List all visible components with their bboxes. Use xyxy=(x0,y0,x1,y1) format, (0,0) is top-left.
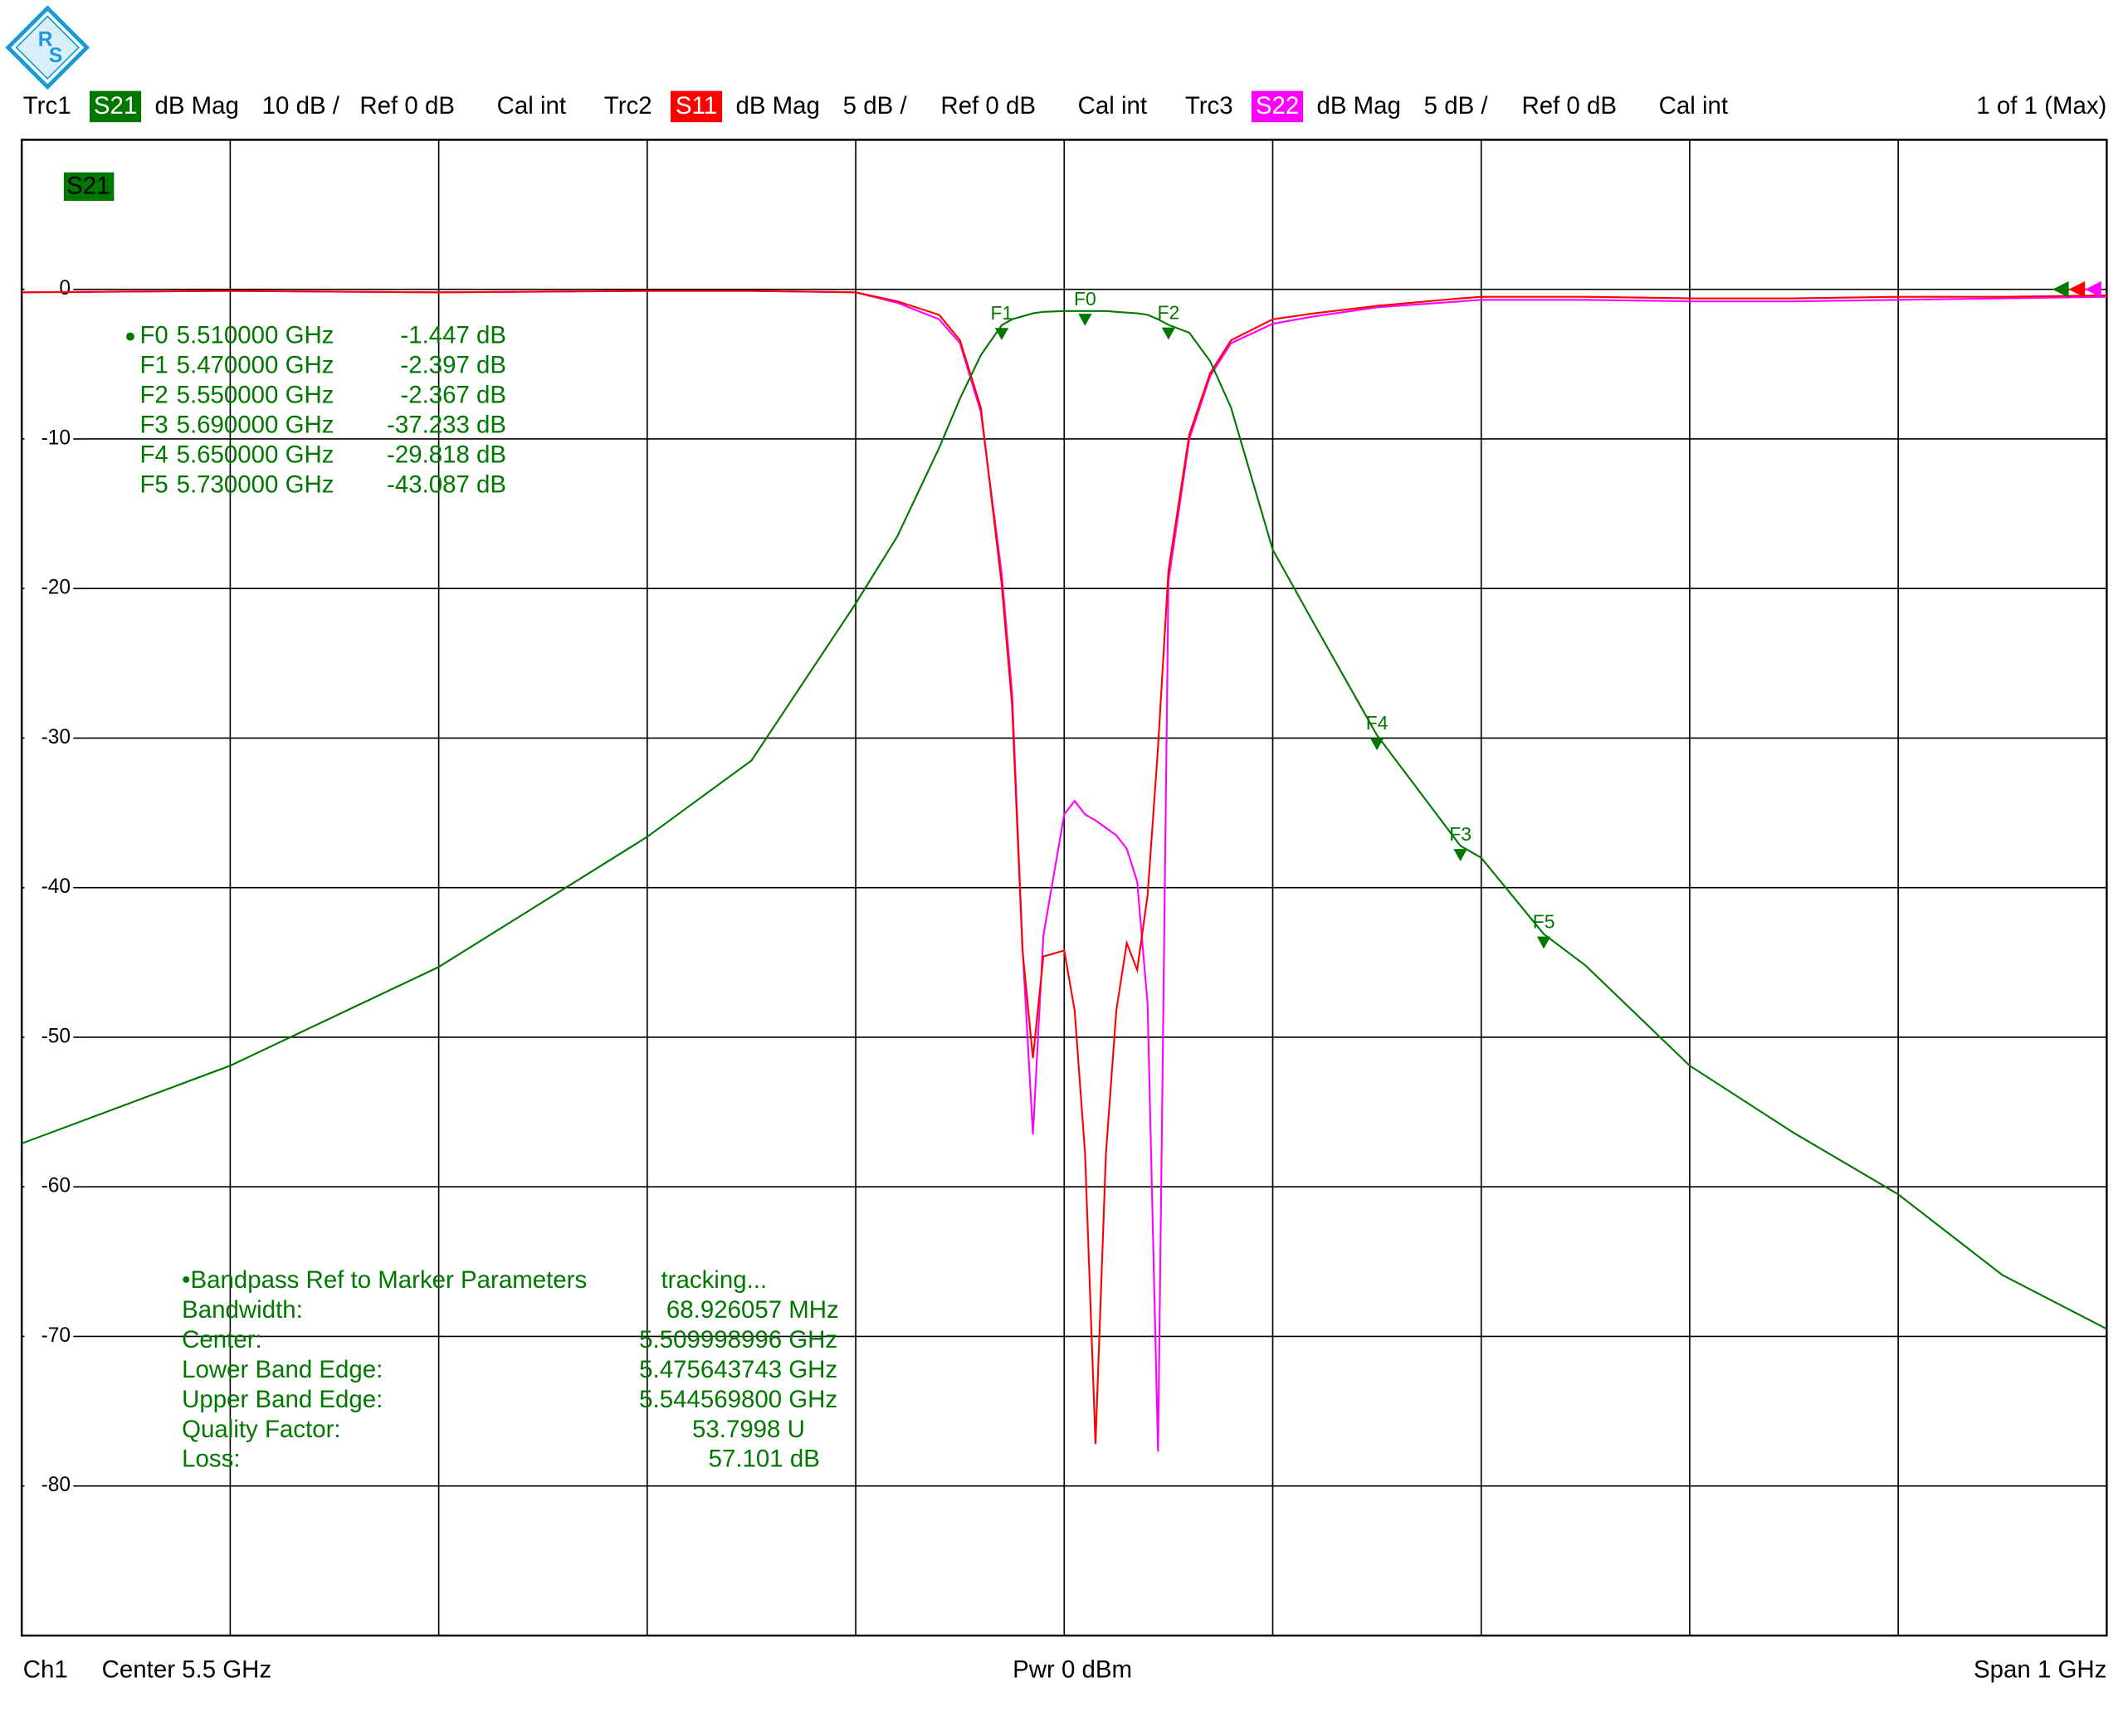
param-label: S11 xyxy=(676,92,717,119)
marker-label: F4 xyxy=(1366,712,1388,734)
page-indicator: 1 of 1 (Max) xyxy=(1976,92,2106,119)
y-tick-label: 0 xyxy=(59,277,71,300)
y-tick-label: -40 xyxy=(41,875,71,898)
y-tick-label: -60 xyxy=(41,1175,71,1197)
param-label: S21 xyxy=(94,92,137,119)
bandpass-label: Bandwidth: xyxy=(182,1296,303,1324)
trace-name: Trc3 xyxy=(1185,92,1233,119)
marker-label: F2 xyxy=(1158,301,1180,323)
ref: Ref 0 dB xyxy=(940,92,1036,119)
marker-freq: 5.510000 GHz xyxy=(177,321,334,349)
marker-freq: 5.730000 GHz xyxy=(177,471,334,498)
active-marker-dot xyxy=(126,332,134,341)
marker xyxy=(1161,327,1176,340)
header: Trc1 S21 dB Mag 10 dB / Ref 0 dB Cal int Trc2 S… xyxy=(23,90,2106,123)
footer-power: Pwr 0 dBm xyxy=(1013,1656,1132,1683)
marker-name: F0 xyxy=(139,321,168,349)
trace-name: Trc1 xyxy=(23,92,71,119)
bandpass-value: 5.475643743 GHz xyxy=(639,1356,837,1383)
marker xyxy=(1369,738,1384,751)
trace-line xyxy=(22,290,2107,1452)
cal: Cal int xyxy=(1078,92,1147,119)
ref-arrow xyxy=(2052,280,2069,298)
marker-name: F2 xyxy=(139,381,168,408)
bandpass-value: 68.926057 MHz xyxy=(666,1296,839,1324)
bandpass-label: Loss: xyxy=(182,1446,240,1473)
active-trace-label: S21 xyxy=(66,173,110,200)
svg-text:R: R xyxy=(38,29,53,51)
bandpass-value: 5.544569800 GHz xyxy=(639,1386,837,1413)
marker-label: F1 xyxy=(991,302,1013,324)
param-label: S22 xyxy=(1256,92,1299,119)
marker-freq: 5.470000 GHz xyxy=(177,351,334,378)
trace-line xyxy=(21,310,2107,1330)
bandpass-value: 57.101 dB xyxy=(709,1446,820,1473)
format: dB Mag xyxy=(1316,92,1400,119)
y-tick-label: -30 xyxy=(41,726,71,749)
y-tick-label: -70 xyxy=(41,1324,71,1347)
trace-line xyxy=(22,290,2107,1445)
ref: Ref 0 dB xyxy=(1521,92,1617,119)
y-tick-label: -20 xyxy=(41,577,71,599)
bandpass-label: Center: xyxy=(182,1326,262,1353)
y-tick-label: -10 xyxy=(41,427,71,449)
scale: 10 dB / xyxy=(262,92,340,119)
bandpass-title: •Bandpass Ref to Marker Parameters xyxy=(182,1266,587,1294)
bandpass-label: Quality Factor: xyxy=(182,1416,340,1443)
marker-label: F0 xyxy=(1074,288,1096,310)
marker-freq: 5.690000 GHz xyxy=(177,411,334,438)
marker-name: F5 xyxy=(139,471,168,498)
logo: R S xyxy=(5,5,90,90)
y-tick-label: -50 xyxy=(41,1025,71,1047)
active-trace-badge xyxy=(63,172,115,202)
bandpass-status: tracking... xyxy=(661,1266,768,1294)
ref-arrow xyxy=(2085,280,2101,298)
marker xyxy=(1536,936,1551,949)
param-badge xyxy=(89,90,142,123)
svg-text:S: S xyxy=(49,45,62,67)
marker-value: -2.367 dB xyxy=(400,381,506,408)
marker-name: F3 xyxy=(139,411,168,438)
bandpass-label: Upper Band Edge: xyxy=(182,1386,383,1413)
marker-label: F5 xyxy=(1533,910,1555,932)
marker-label: F3 xyxy=(1449,823,1471,845)
marker xyxy=(994,328,1009,340)
marker-freq: 5.650000 GHz xyxy=(177,441,334,468)
marker-value: -37.233 dB xyxy=(387,411,506,438)
footer-span: Span 1 GHz xyxy=(1974,1656,2106,1683)
marker-name: F4 xyxy=(139,441,168,468)
marker-value: -1.447 dB xyxy=(400,321,506,349)
marker-value: -29.818 dB xyxy=(387,441,506,468)
cal: Cal int xyxy=(497,92,566,119)
param-badge xyxy=(670,90,723,123)
format: dB Mag xyxy=(735,92,819,119)
marker-value: -43.087 dB xyxy=(387,471,506,498)
bandpass-label: Lower Band Edge: xyxy=(182,1356,383,1383)
marker-freq: 5.550000 GHz xyxy=(177,381,334,408)
marker xyxy=(1078,314,1092,326)
marker-value: -2.397 dB xyxy=(400,351,506,378)
marker xyxy=(1453,849,1467,861)
y-tick-label: -80 xyxy=(41,1474,71,1496)
ref-arrow xyxy=(2068,280,2086,298)
scale: 5 dB / xyxy=(843,92,908,119)
footer-center: Center 5.5 GHz xyxy=(102,1656,272,1683)
scale: 5 dB / xyxy=(1424,92,1489,119)
param-badge xyxy=(1251,90,1304,123)
marker-name: F1 xyxy=(139,351,168,378)
bandpass-value: 53.7998 U xyxy=(692,1416,805,1443)
footer-channel: Ch1 xyxy=(23,1656,68,1683)
trace-name: Trc2 xyxy=(604,92,652,119)
cal: Cal int xyxy=(1659,92,1728,119)
ref: Ref 0 dB xyxy=(359,92,455,119)
bandpass-value: 5.509998996 GHz xyxy=(639,1326,837,1353)
format: dB Mag xyxy=(154,92,238,119)
